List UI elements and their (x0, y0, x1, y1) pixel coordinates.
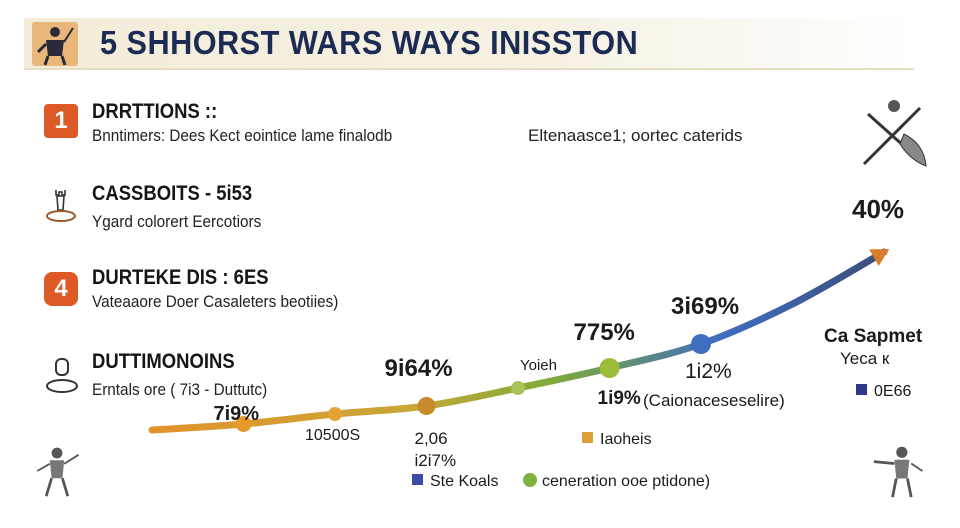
chart-annotation: Ca Sapmet (824, 326, 923, 347)
data-point (691, 334, 711, 354)
section-3-title: DURTEKE DIS : 6ES (92, 266, 269, 289)
section-2-title: CASSBOITS - 5i53 (92, 182, 253, 205)
legend-marker (412, 474, 423, 485)
section-1-badge: 1 (44, 104, 78, 138)
data-point (235, 416, 252, 432)
chart-annotation: Yeca к (840, 349, 890, 368)
point-label: Yoieh (520, 357, 557, 374)
data-point (599, 358, 620, 378)
section-4-subtitle: Erntals ore ( 7i3 - Duttutc) (92, 380, 268, 399)
warrior-icon (36, 447, 80, 497)
chart-annotation: (Caionaceseselire) (643, 391, 785, 410)
page-title: 5 SHHORST WARS WAYS INISSTON (100, 24, 639, 61)
side-note: Eltenaasce1; oortec caterids (528, 126, 743, 145)
crossed-swords-icon (862, 100, 927, 167)
knight-icon (32, 22, 78, 66)
section-1-title: DRRTTIONS :: (92, 100, 218, 123)
data-point (511, 381, 525, 395)
legend-label: ceneration ooe ptidone) (542, 473, 710, 490)
legend-marker (523, 473, 537, 487)
point-label: 7i9% (214, 403, 260, 425)
legend-marker (582, 432, 593, 443)
chart-annotation: 1i2% (685, 360, 732, 383)
title-banner: 5 SHHORST WARS WAYS INISSTON (24, 18, 914, 70)
chart-annotation: i2i7% (415, 451, 457, 470)
section-2-subtitle: Ygard colorert Eercotiors (92, 212, 262, 231)
point-label: 10500S (305, 427, 360, 444)
ring-icon (46, 358, 78, 393)
section-3-badge: 4 (44, 272, 78, 306)
point-label: 775% (574, 319, 635, 346)
data-point (417, 397, 436, 415)
rook-icon (46, 190, 76, 222)
point-label: 3i69% (671, 293, 739, 320)
chart-annotation: 1i9% (598, 388, 641, 409)
section-1-subtitle: Bnntimers: Dees Kect eointice lame final… (92, 126, 393, 145)
section-3-subtitle: Vateaaore Doer Casaleters beotiies) (92, 292, 339, 311)
legend-label: 0E66 (874, 383, 911, 400)
legend-label: Iaoheis (600, 431, 652, 448)
point-label: 40% (852, 194, 904, 224)
legend-label: Ste Koals (430, 473, 498, 490)
soldier-icon (873, 446, 923, 498)
data-point (328, 407, 342, 421)
legend-marker (856, 384, 867, 395)
section-4-title: DUTTIMONOINS (92, 350, 235, 373)
chart-annotation: 2,06 (415, 429, 448, 448)
point-label: 9i64% (385, 355, 453, 382)
trend-arrow-head (869, 249, 890, 267)
